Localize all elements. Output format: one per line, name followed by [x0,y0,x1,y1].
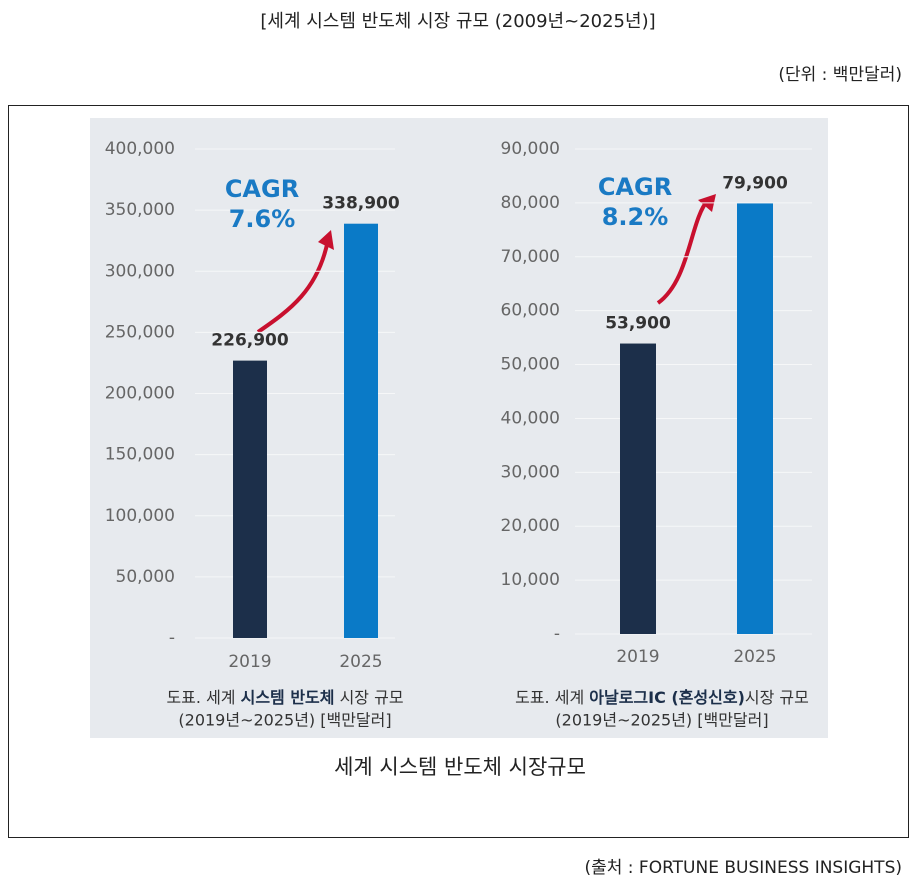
cagr-annotation: 7.6% [229,205,296,233]
value-label: 79,900 [722,173,788,193]
bar [620,343,656,634]
figure-panel [90,118,828,738]
cagr-annotation: 8.2% [602,203,669,231]
arrow [256,239,330,334]
y-tick-label: 50,000 [501,355,560,375]
arrow [656,198,710,305]
value-label: 53,900 [605,314,671,334]
y-tick-label: 90,000 [501,139,560,159]
y-tick-label: 10,000 [501,570,560,590]
y-tick-label: 70,000 [501,247,560,267]
caption-part: 시스템 반도체 [241,688,335,707]
y-tick-label: 200,000 [105,384,175,404]
caption-part: 시장 규모 [745,688,809,707]
arrow-head [318,230,334,250]
source-note: (출처 : FORTUNE BUSINESS INSIGHTS) [584,858,902,878]
bar [737,203,773,634]
value-label: 226,900 [211,331,289,351]
unit-note: (단위 : 백만달러) [778,65,902,85]
y-tick-label: 80,000 [501,193,560,213]
chart-caption: 도표. 세계 시스템 반도체 시장 규모 [166,688,403,707]
caption-part: 아날로그IC (혼성신호) [589,688,745,707]
y-tick-label: 350,000 [105,200,175,220]
cagr-annotation: CAGR [598,173,672,201]
x-tick-label: 2025 [733,647,776,667]
y-tick-label: 20,000 [501,516,560,536]
figure-caption: 세계 시스템 반도체 시장규모 [334,755,586,779]
bar [344,223,378,638]
page-title: [세계 시스템 반도체 시장 규모 (2009년~2025년)] [260,11,655,32]
caption-part: 도표. 세계 [515,688,589,707]
y-tick-label: 50,000 [116,567,175,587]
y-tick-label: 30,000 [501,462,560,482]
value-label: 338,900 [322,194,400,214]
y-tick-label: - [554,624,560,644]
y-tick-label: 40,000 [501,408,560,428]
caption-part: 시장 규모 [334,688,403,707]
cagr-annotation: CAGR [225,175,299,203]
caption-part: 도표. 세계 [166,688,240,707]
y-tick-label: 60,000 [501,301,560,321]
y-tick-label: 100,000 [105,506,175,526]
x-tick-label: 2019 [228,652,271,672]
chart-caption-line2: (2019년~2025년) [백만달러] [555,711,768,730]
y-tick-label: 150,000 [105,445,175,465]
y-tick-label: 400,000 [105,139,175,159]
bar [233,360,267,638]
y-tick-label: 300,000 [105,261,175,281]
y-tick-label: 250,000 [105,322,175,342]
x-tick-label: 2025 [339,652,382,672]
chart-caption: 도표. 세계 아날로그IC (혼성신호)시장 규모 [515,688,809,707]
x-tick-label: 2019 [616,647,659,667]
y-tick-label: - [169,628,175,648]
chart-caption-line2: (2019년~2025년) [백만달러] [178,711,391,730]
